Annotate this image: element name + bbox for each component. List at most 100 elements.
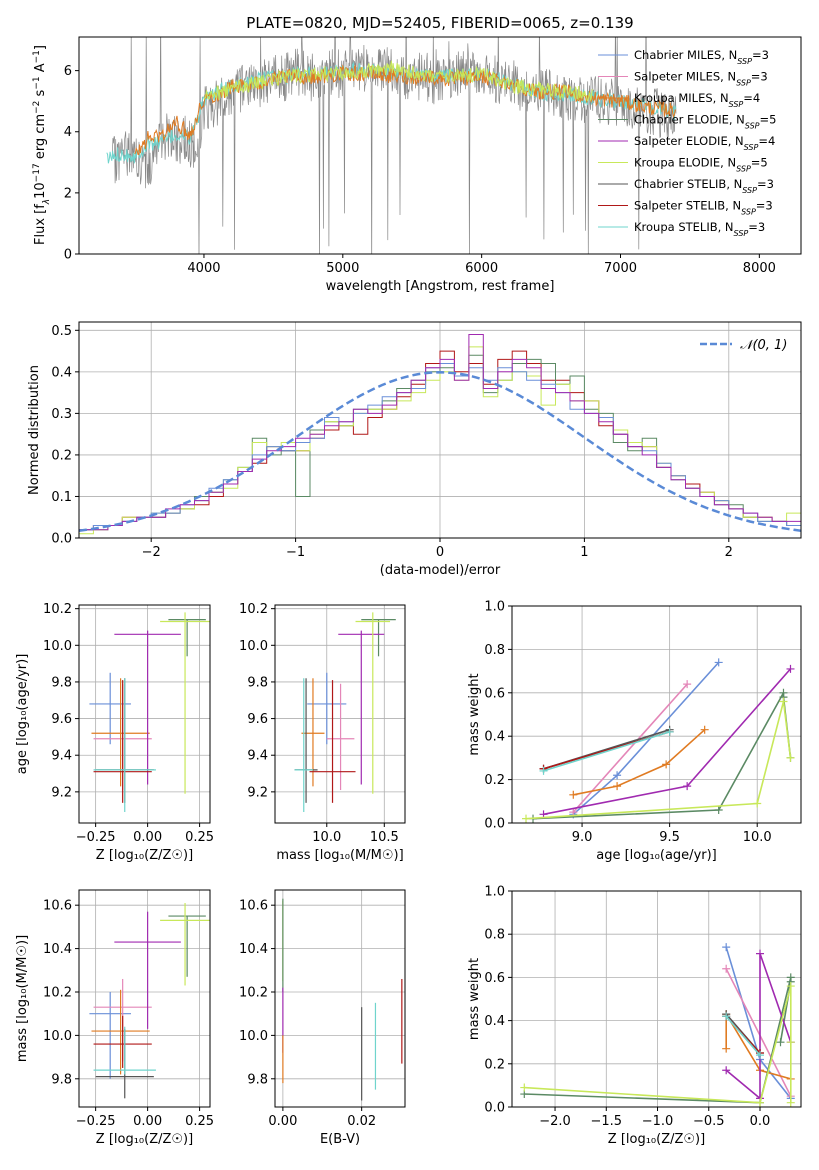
- y-tick-label: 0.8: [484, 643, 505, 658]
- y-tick-label: 9.6: [51, 712, 72, 727]
- spectrum-data-line: [111, 37, 677, 254]
- axes-residuals: −2 −1 0 1 2 0.0 0.1 0.2 0.3 0.4 0.5 (data-model)/er…: [27, 321, 802, 578]
- weight-line: [543, 731, 670, 772]
- x-tick-label: −1: [286, 545, 305, 560]
- x-tick-label: 9.0: [572, 830, 593, 845]
- weight-marker: [756, 1051, 765, 1060]
- y-tick-label: 0.3: [51, 407, 72, 422]
- x-tick-label: 0: [436, 545, 444, 560]
- weight-marker: [714, 805, 723, 814]
- y-tick-label: 10.2: [239, 602, 268, 617]
- legend-entry: Chabrier ELODIE, NSSP=5: [634, 113, 776, 131]
- y-tick-label: 10.0: [239, 639, 268, 654]
- y-tick-label: 0.0: [484, 1101, 505, 1116]
- x-tick-label: 5000: [326, 261, 359, 276]
- x-tick-label: 0.00: [133, 1114, 162, 1129]
- x-axis-label: E(B-V): [320, 1132, 360, 1147]
- x-axis-label: age [log₁₀(age/yr)]: [596, 848, 717, 863]
- y-tick-label: 10.2: [43, 602, 72, 617]
- plot-area-weight_vs_z: [520, 943, 795, 1107]
- x-tick-label: 0.0: [750, 1114, 771, 1129]
- y-axis-label: Normed distribution: [27, 365, 42, 495]
- weight-line: [573, 729, 706, 796]
- x-tick-label: −0.25: [76, 1114, 116, 1129]
- weight-marker: [753, 799, 762, 808]
- plot-area-weight_vs_age: [522, 658, 795, 823]
- axes-frame: [511, 605, 802, 824]
- x-axis-label: mass [log₁₀(M/M☉)]: [276, 848, 403, 863]
- weight-marker: [662, 760, 671, 769]
- y-tick-label: 10.2: [239, 985, 268, 1000]
- y-tick-label: 10.0: [239, 1029, 268, 1044]
- weight-marker: [786, 982, 795, 991]
- legend-entry: Kroupa ELODIE, NSSP=5: [634, 156, 768, 174]
- y-tick-label: 0.5: [51, 324, 72, 339]
- x-tick-label: −0.25: [76, 830, 116, 845]
- y-tick-label: 9.4: [51, 749, 72, 764]
- axes-frame: [511, 890, 802, 1108]
- x-tick-label: 4000: [187, 261, 220, 276]
- y-tick-label: 9.8: [51, 1072, 72, 1087]
- weight-marker: [722, 943, 731, 952]
- weight-marker: [539, 766, 548, 775]
- plot-area-age_vs_mass: [294, 612, 396, 813]
- y-tick-label: 0.6: [484, 971, 505, 986]
- y-tick-label: 0.2: [51, 448, 72, 463]
- x-tick-label: −2: [142, 545, 161, 560]
- legend-entry: Kroupa STELIB, NSSP=3: [634, 220, 765, 238]
- axes-weight_vs_z: −2.0 −1.5 −1.0 −0.5 0.0 0.0 0.2 0.4 0.6 0.8 1.0 Z […: [467, 885, 802, 1147]
- y-tick-label: 0.0: [484, 817, 505, 832]
- y-axis-label: mass [log₁₀(M/M☉)]: [15, 935, 30, 1062]
- weight-marker: [786, 1098, 795, 1107]
- weight-marker: [779, 697, 788, 706]
- plot-area-spectrum: [106, 37, 677, 254]
- spectrum-legend: Chabrier MILES, NSSP=3 Salpeter MILES, NS…: [598, 48, 776, 238]
- weight-line: [725, 1011, 792, 1080]
- x-tick-label: 0.00: [268, 1114, 297, 1129]
- legend-entry: Chabrier MILES, NSSP=3: [634, 48, 769, 66]
- y-tick-label: 1.0: [484, 885, 505, 900]
- weight-marker: [613, 771, 622, 780]
- y-tick-label: 1.0: [484, 600, 505, 615]
- x-axis-label: (data-model)/error: [380, 563, 501, 578]
- weight-line: [543, 668, 792, 816]
- y-tick-label: 9.2: [51, 785, 72, 800]
- y-axis-label: mass weight: [467, 958, 482, 1040]
- x-tick-label: 8000: [743, 261, 776, 276]
- y-tick-label: 10.2: [43, 985, 72, 1000]
- y-tick-label: 0.4: [484, 1014, 505, 1029]
- x-axis-label: Z [log₁₀(Z/Z☉)]: [608, 1132, 705, 1147]
- x-tick-label: 10.0: [312, 830, 341, 845]
- x-tick-label: −2.0: [539, 1114, 571, 1129]
- y-tick-label: 9.8: [247, 675, 268, 690]
- normal-curve: [79, 371, 801, 532]
- plot-area-residuals: [79, 334, 801, 535]
- y-tick-label: 9.6: [247, 712, 268, 727]
- y-tick-label: 2: [64, 186, 72, 201]
- legend-entry: Kroupa MILES, NSSP=4: [634, 91, 760, 109]
- y-tick-label: 0.0: [51, 532, 72, 547]
- y-tick-label: 9.4: [247, 749, 268, 764]
- y-tick-label: 10.0: [43, 639, 72, 654]
- x-axis-label: Z [log₁₀(Z/Z☉)]: [96, 1132, 193, 1147]
- weight-marker: [786, 1038, 795, 1047]
- plot-area-age_vs_z: [89, 612, 210, 813]
- x-tick-label: 6000: [465, 261, 498, 276]
- axes-frame: [78, 36, 802, 255]
- x-tick-label: 0.02: [347, 1114, 376, 1129]
- x-tick-label: −1.0: [642, 1114, 674, 1129]
- plot-area-mass_vs_ebv: [282, 898, 403, 1101]
- x-tick-label: 0.25: [185, 830, 214, 845]
- y-tick-label: 9.2: [247, 785, 268, 800]
- x-tick-label: 0.25: [185, 1114, 214, 1129]
- y-tick-label: 10.0: [43, 1029, 72, 1044]
- axes-frame: [78, 889, 211, 1108]
- axes-frame: [78, 604, 211, 824]
- legend-entry: Chabrier STELIB, NSSP=3: [634, 177, 774, 195]
- x-axis-label: wavelength [Angstrom, rest frame]: [326, 279, 555, 294]
- spectrum-model-line: [106, 61, 677, 164]
- weight-marker: [714, 658, 723, 667]
- x-tick-label: 10.5: [370, 830, 399, 845]
- y-tick-label: 0.1: [51, 490, 72, 505]
